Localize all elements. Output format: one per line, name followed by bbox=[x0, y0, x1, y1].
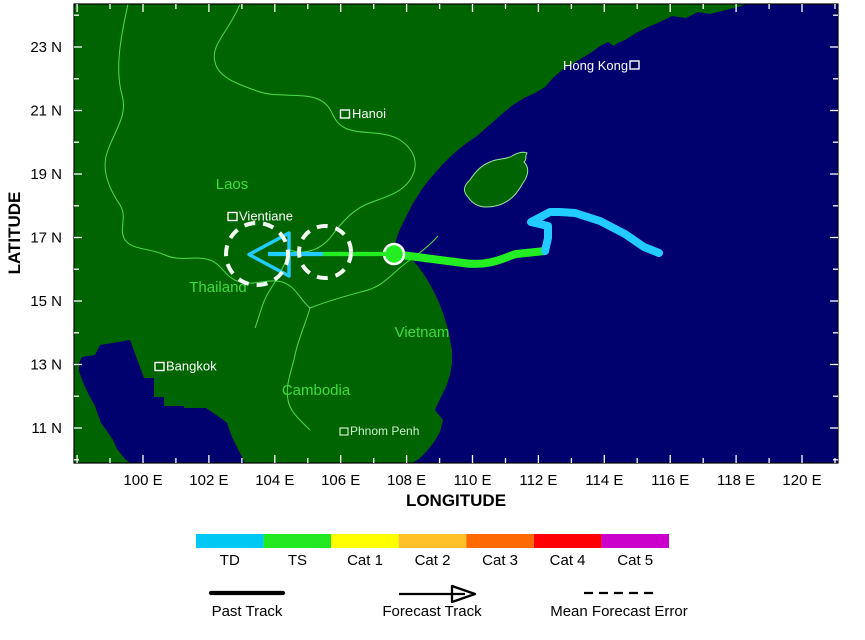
svg-text:LONGITUDE: LONGITUDE bbox=[406, 491, 506, 510]
svg-text:Cat 1: Cat 1 bbox=[347, 552, 383, 569]
svg-text:13 N: 13 N bbox=[30, 357, 62, 374]
svg-text:110 E: 110 E bbox=[453, 472, 491, 489]
svg-text:106 E: 106 E bbox=[321, 472, 360, 489]
svg-text:Cat 3: Cat 3 bbox=[482, 552, 518, 569]
svg-text:23 N: 23 N bbox=[30, 39, 62, 56]
svg-text:114 E: 114 E bbox=[585, 472, 623, 489]
svg-text:17 N: 17 N bbox=[30, 230, 62, 247]
svg-text:108 E: 108 E bbox=[387, 472, 426, 489]
svg-text:TD: TD bbox=[220, 552, 240, 569]
svg-text:Vietnam: Vietnam bbox=[395, 324, 450, 341]
svg-text:Cat 4: Cat 4 bbox=[550, 552, 586, 569]
svg-text:Past Track: Past Track bbox=[212, 603, 283, 620]
svg-text:Mean Forecast Error: Mean Forecast Error bbox=[550, 603, 688, 620]
svg-text:102 E: 102 E bbox=[189, 472, 228, 489]
svg-text:Hong Kong: Hong Kong bbox=[563, 58, 628, 73]
svg-text:Cat 2: Cat 2 bbox=[415, 552, 451, 569]
svg-text:21 N: 21 N bbox=[30, 103, 62, 120]
svg-text:104 E: 104 E bbox=[255, 472, 294, 489]
svg-text:Phnom Penh: Phnom Penh bbox=[350, 424, 419, 438]
svg-text:100 E: 100 E bbox=[123, 472, 162, 489]
svg-text:Thailand: Thailand bbox=[189, 279, 247, 296]
svg-text:118 E: 118 E bbox=[717, 472, 755, 489]
svg-text:TS: TS bbox=[288, 552, 307, 569]
svg-text:19 N: 19 N bbox=[30, 166, 62, 183]
svg-text:Vientiane: Vientiane bbox=[239, 209, 293, 224]
svg-text:Cat 5: Cat 5 bbox=[617, 552, 653, 569]
svg-text:Cambodia: Cambodia bbox=[282, 382, 351, 399]
svg-text:116 E: 116 E bbox=[651, 472, 689, 489]
svg-text:Bangkok: Bangkok bbox=[166, 359, 217, 374]
svg-text:Hanoi: Hanoi bbox=[352, 106, 386, 121]
svg-text:112 E: 112 E bbox=[519, 472, 557, 489]
svg-text:11 N: 11 N bbox=[31, 420, 62, 437]
svg-text:Forecast Track: Forecast Track bbox=[382, 603, 482, 620]
svg-text:15 N: 15 N bbox=[30, 293, 62, 310]
svg-text:Laos: Laos bbox=[216, 176, 249, 193]
svg-text:120 E: 120 E bbox=[782, 472, 821, 489]
svg-text:LATITUDE: LATITUDE bbox=[5, 192, 24, 275]
